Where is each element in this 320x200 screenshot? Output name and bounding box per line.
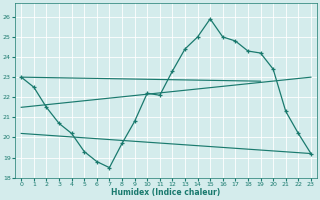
X-axis label: Humidex (Indice chaleur): Humidex (Indice chaleur) (111, 188, 221, 197)
